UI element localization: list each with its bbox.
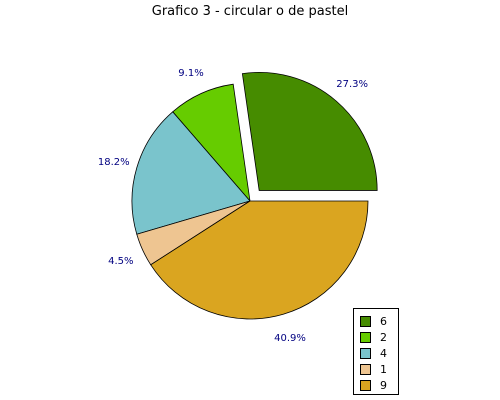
pie-slice-6 bbox=[241, 72, 378, 191]
legend-label-9: 9 bbox=[380, 378, 387, 392]
pie-label-2: 9.1% bbox=[178, 68, 203, 79]
legend-label-4: 4 bbox=[380, 346, 387, 360]
pie-label-1: 4.5% bbox=[108, 256, 133, 267]
pie-labels: 27.3% 9.1% 18.2% 4.5% 40.9% bbox=[98, 68, 368, 344]
legend-swatch-2 bbox=[360, 331, 371, 343]
legend-swatch-6 bbox=[360, 315, 371, 327]
legend-swatch-9 bbox=[360, 379, 371, 391]
legend-swatch-4 bbox=[360, 347, 371, 359]
legend-item-2: 2 bbox=[354, 329, 398, 345]
legend-swatch-1 bbox=[360, 363, 371, 375]
chart-title: Grafico 3 - circular o de pastel bbox=[151, 4, 349, 19]
legend-label-2: 2 bbox=[380, 330, 387, 344]
pie-label-4: 18.2% bbox=[98, 157, 130, 168]
pie-slices bbox=[131, 72, 378, 320]
legend-label-6: 6 bbox=[380, 314, 387, 328]
pie-slice-4 bbox=[131, 111, 251, 235]
legend-label-1: 1 bbox=[380, 362, 387, 376]
legend-item-6: 6 bbox=[354, 313, 398, 329]
pie-label-6: 27.3% bbox=[336, 79, 368, 90]
pie-slice-9 bbox=[150, 200, 369, 320]
legend-item-9: 9 bbox=[354, 377, 398, 393]
legend-item-1: 1 bbox=[354, 361, 398, 377]
legend: 6 2 4 1 9 bbox=[353, 308, 399, 395]
legend-item-4: 4 bbox=[354, 345, 398, 361]
pie-label-9: 40.9% bbox=[274, 333, 306, 344]
